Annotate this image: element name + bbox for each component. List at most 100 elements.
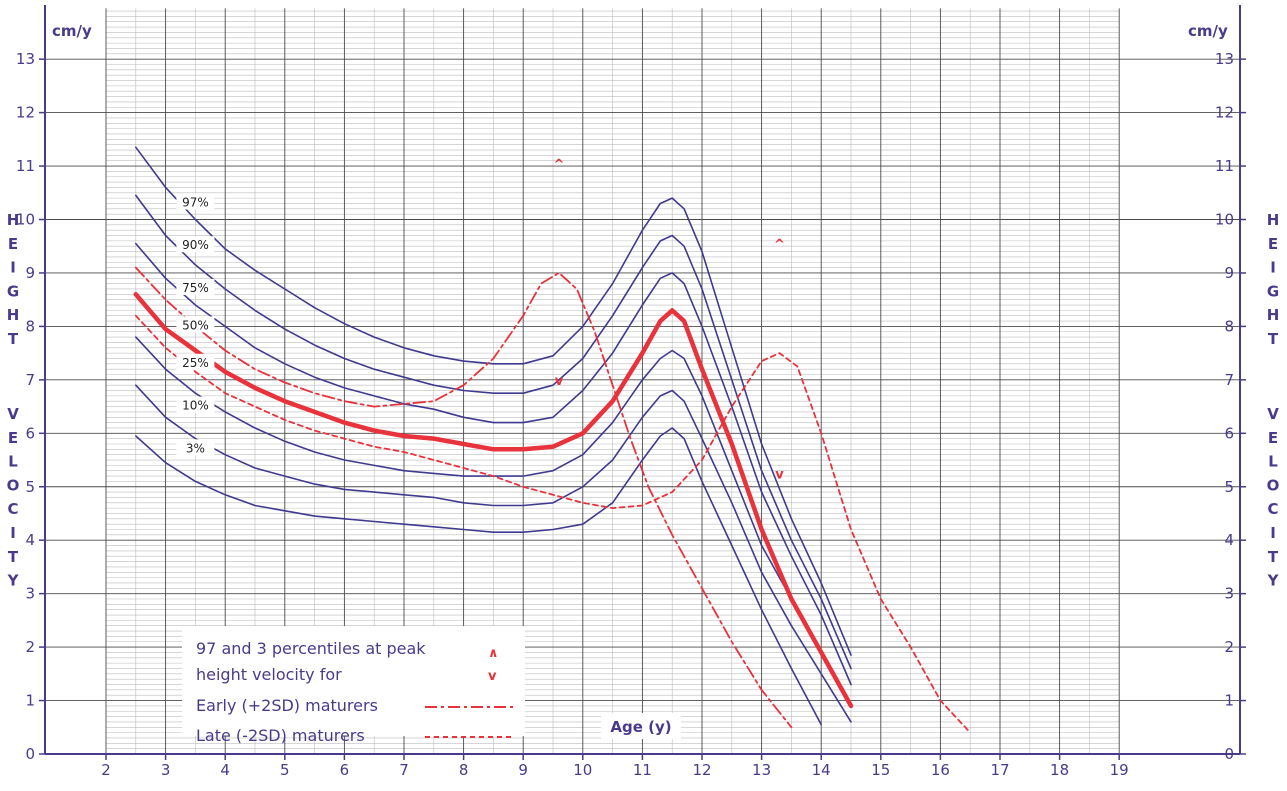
- percentile-label: 3%: [186, 441, 205, 455]
- x-tick-label: 9: [518, 761, 528, 779]
- percentile-label: 25%: [182, 356, 209, 370]
- curves: [133, 146, 972, 734]
- x-tick-label: 6: [340, 761, 350, 779]
- y-tick-label-left: 8: [25, 317, 35, 335]
- y-title-letter-right: G: [1267, 282, 1279, 300]
- legend-late: Late (-2SD) maturers: [196, 726, 365, 745]
- percentile-label-bg: [176, 278, 215, 295]
- y-title-letter-left: H: [7, 306, 20, 324]
- legend-down-symbol: v: [488, 669, 497, 684]
- y-tick-label-right: 1: [1224, 692, 1234, 710]
- y-title-letter-left: T: [8, 330, 19, 348]
- y-title-letter-left: G: [7, 282, 19, 300]
- y-tick-label-left: 4: [25, 531, 35, 549]
- percentile-label-bg: [176, 316, 215, 333]
- peak-markers: ^ v ^ v: [554, 157, 785, 482]
- y-tick-label-left: 0: [25, 745, 35, 763]
- y-title-letter-left: E: [8, 235, 18, 253]
- y-tick-label-right: 11: [1215, 157, 1234, 175]
- percentile-label: 75%: [182, 281, 209, 295]
- y-title-letter-right: H: [1267, 211, 1280, 229]
- legend-line1: 97 and 3 percentiles at peak: [196, 639, 426, 658]
- percentile-labels: 97% 90% 75% 50% 25% 10% 3%: [176, 193, 215, 456]
- percentile-label-bg: [176, 396, 215, 413]
- y-title-letter-left: O: [7, 476, 20, 494]
- y-tick-label-left: 13: [16, 50, 35, 68]
- x-tick-label: 13: [752, 761, 771, 779]
- y-title-letter-right: Y: [1267, 572, 1280, 590]
- y-tick-label-right: 13: [1215, 50, 1234, 68]
- legend: 97 and 3 percentiles at peak height velo…: [182, 626, 525, 745]
- series-line-p10: [135, 384, 852, 723]
- peak-down-marker: v: [555, 374, 564, 389]
- y-title-letter-right: V: [1267, 405, 1279, 423]
- series-line-p97: [135, 146, 852, 656]
- y-tick-label-right: 7: [1224, 371, 1234, 389]
- minor-grid: [106, 8, 1120, 754]
- x-tick-label: 12: [692, 761, 711, 779]
- y-title-letter-right: O: [1267, 476, 1280, 494]
- y-tick-label-left: 9: [25, 264, 35, 282]
- y-tick-label-right: 4: [1224, 531, 1234, 549]
- y-title-letter-left: C: [7, 500, 18, 518]
- percentile-label: 90%: [182, 238, 209, 252]
- series-line-late: [134, 314, 972, 734]
- y-unit-label-right: cm/y: [1188, 22, 1228, 40]
- y-title-letter-right: C: [1267, 500, 1278, 518]
- x-tick-label: 7: [399, 761, 409, 779]
- y-tick-label-left: 1: [25, 692, 35, 710]
- y-tick-label-right: 10: [1215, 211, 1234, 229]
- y-tick-label-right: 6: [1224, 424, 1234, 442]
- percentile-label: 10%: [182, 399, 209, 413]
- y-tick-label-right: 12: [1215, 104, 1234, 122]
- y-tick-label-left: 7: [25, 371, 35, 389]
- y-tick-label-right: 3: [1224, 585, 1234, 603]
- y-title-letter-left: I: [10, 524, 16, 542]
- series-line-p25: [135, 336, 852, 707]
- y-tick-label-right: 0: [1224, 745, 1234, 763]
- x-tick-label: 16: [931, 761, 950, 779]
- y-unit-label-left: cm/y: [52, 22, 92, 40]
- y-tick-label-right: 8: [1224, 317, 1234, 335]
- x-tick-label: 3: [161, 761, 171, 779]
- x-tick-label: 2: [101, 761, 111, 779]
- series-line-p3: [135, 427, 822, 726]
- x-tick-label: 17: [990, 761, 1009, 779]
- percentile-label-bg: [176, 439, 215, 456]
- legend-line2: height velocity for: [196, 665, 342, 684]
- y-title-letter-right: T: [1268, 330, 1279, 348]
- peak-down-marker: v: [775, 467, 784, 482]
- y-title-letter-right: L: [1268, 453, 1278, 471]
- y-tick-label-right: 9: [1224, 264, 1234, 282]
- y-tick-label-left: 6: [25, 424, 35, 442]
- y-title-letter-right: E: [1268, 235, 1278, 253]
- peak-up-marker: ^: [554, 157, 565, 172]
- x-tick-label: 5: [280, 761, 290, 779]
- y-title-letter-left: L: [8, 453, 18, 471]
- legend-early: Early (+2SD) maturers: [196, 696, 378, 715]
- x-tick-label: 8: [459, 761, 469, 779]
- y-title-letter-left: I: [10, 259, 16, 277]
- legend-box: [182, 626, 525, 736]
- series-line-early: [134, 266, 793, 729]
- x-tick-label: 19: [1110, 761, 1129, 779]
- y-tick-label-left: 2: [25, 638, 35, 656]
- y-title-letter-left: T: [8, 548, 19, 566]
- x-tick-label: 15: [871, 761, 890, 779]
- y-title-letter-left: V: [7, 405, 19, 423]
- x-label-bg: [601, 713, 681, 739]
- y-tick-label-right: 2: [1224, 638, 1234, 656]
- y-title-letter-right: I: [1270, 259, 1276, 277]
- peak-up-marker: ^: [774, 238, 785, 253]
- x-tick-label: 14: [812, 761, 831, 779]
- y-title-letter-left: Y: [7, 572, 20, 590]
- x-tick-label: 11: [633, 761, 652, 779]
- y-title-letter-right: E: [1268, 429, 1278, 447]
- percentile-label-bg: [176, 236, 215, 253]
- percentile-label: 97%: [182, 195, 209, 209]
- y-tick-label-right: 5: [1224, 478, 1234, 496]
- y-tick-label-left: 5: [25, 478, 35, 496]
